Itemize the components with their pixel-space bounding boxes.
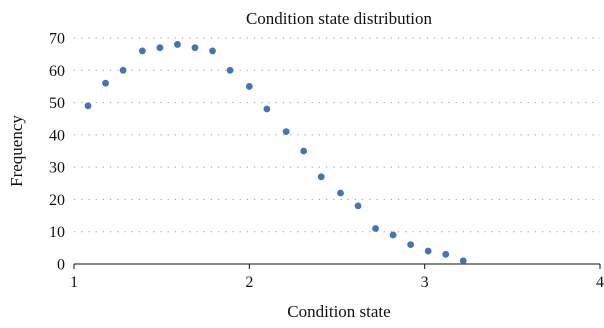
data-point xyxy=(226,66,234,74)
data-point xyxy=(354,202,362,210)
data-point xyxy=(424,247,432,255)
y-tick-label: 30 xyxy=(49,160,65,177)
data-points xyxy=(84,41,467,265)
data-point xyxy=(282,128,290,136)
data-point xyxy=(337,189,344,197)
y-axis-label: Frequency xyxy=(7,115,26,187)
data-point xyxy=(317,173,325,181)
x-tick-label: 2 xyxy=(245,274,253,291)
data-point xyxy=(300,147,308,155)
data-point xyxy=(459,257,467,265)
data-point xyxy=(263,105,271,113)
y-tick-labels: 0 10 20 30 40 50 60 70 xyxy=(49,31,65,274)
data-point xyxy=(407,241,415,249)
y-tick-label: 20 xyxy=(49,192,65,209)
x-tick-label: 4 xyxy=(596,274,604,291)
x-tick-label: 1 xyxy=(70,274,78,291)
data-point xyxy=(174,41,181,48)
chart-title: Condition state distribution xyxy=(246,9,433,28)
data-point xyxy=(209,47,216,55)
data-point xyxy=(138,47,146,55)
y-tick-label: 10 xyxy=(49,224,65,241)
x-tick-label: 3 xyxy=(421,274,429,291)
y-tick-label: 70 xyxy=(49,31,65,48)
y-tick-label: 0 xyxy=(57,257,65,274)
data-point xyxy=(372,225,379,232)
grid-lines xyxy=(74,37,600,233)
data-point xyxy=(245,83,253,90)
x-tick-labels: 1 2 3 4 xyxy=(70,264,604,291)
data-point xyxy=(442,250,450,258)
data-point xyxy=(156,44,164,52)
x-axis-label: Condition state xyxy=(287,302,390,321)
y-tick-label: 50 xyxy=(49,95,65,112)
data-point xyxy=(119,66,127,74)
data-point xyxy=(84,102,92,110)
data-point xyxy=(102,79,109,87)
data-point xyxy=(191,44,199,52)
data-point xyxy=(389,231,397,239)
y-tick-label: 40 xyxy=(49,127,65,144)
y-tick-label: 60 xyxy=(49,63,65,80)
